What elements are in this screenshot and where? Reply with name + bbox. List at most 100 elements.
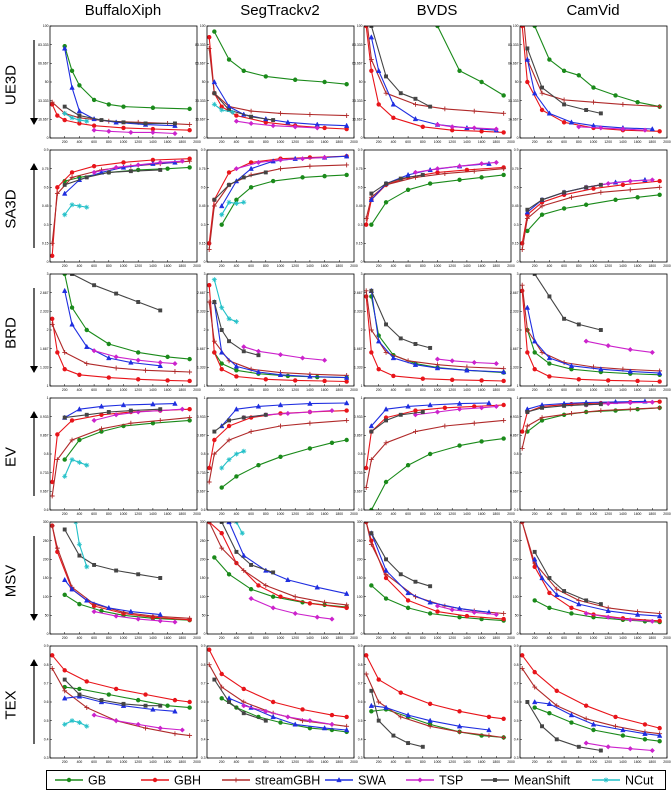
y-tick-label: 1.667 [197, 347, 206, 351]
y-tick-label: 0.45 [199, 204, 206, 208]
y-tick-label: 50 [359, 80, 363, 84]
data-point [405, 605, 411, 611]
data-point [128, 420, 134, 426]
data-point [369, 288, 374, 293]
x-tick-label: 1600 [634, 760, 642, 764]
data-point [241, 703, 247, 709]
data-point [642, 127, 648, 133]
data-point [219, 328, 224, 332]
x-tick-label: 600 [91, 140, 97, 144]
data-point [568, 119, 575, 125]
y-tick-label: 83.333 [38, 43, 48, 47]
panel-sa3d-segtrackv2: 200 400 600 800 1000 1200 1400 1600 1800 2000 0 0.1… [199, 148, 358, 268]
y-tick-label: 0.667 [354, 490, 363, 494]
y-tick-label: 0.933 [354, 415, 363, 419]
x-tick-label: 2000 [507, 264, 515, 268]
data-point [584, 402, 589, 407]
data-point [226, 170, 232, 175]
x-tick-label: 1200 [604, 388, 612, 392]
data-point [657, 178, 662, 184]
data-point [322, 378, 327, 384]
x-tick-label: 200 [376, 388, 382, 392]
data-point [113, 412, 119, 418]
data-point [532, 350, 537, 355]
data-point [583, 610, 589, 617]
data-point [479, 378, 484, 383]
y-tick-label: 0.7 [358, 682, 363, 686]
data-point [212, 300, 217, 304]
x-tick-label: 400 [391, 512, 397, 516]
data-point [172, 697, 178, 703]
data-point [241, 175, 246, 180]
data-point [69, 68, 75, 74]
data-point [321, 725, 328, 731]
data-point [369, 26, 374, 28]
series-line-gbh [51, 525, 190, 621]
data-point [569, 194, 574, 200]
x-tick-label: 1400 [619, 636, 627, 640]
data-point [584, 108, 589, 112]
y-tick-label: 0 [204, 632, 206, 636]
data-point [369, 350, 374, 355]
data-point [391, 115, 396, 121]
data-point [91, 417, 97, 424]
data-point [270, 594, 276, 599]
data-point [620, 726, 626, 733]
y-tick-label: 1 [361, 384, 363, 388]
data-point [218, 349, 225, 355]
y-tick-label: 0.9 [201, 148, 206, 152]
legend-label: SWA [358, 774, 387, 788]
y-tick-label: 0.9 [358, 644, 363, 648]
x-tick-label: 1000 [120, 760, 128, 764]
data-point [207, 34, 212, 40]
data-point [584, 598, 589, 603]
series-line-meanshift [64, 529, 161, 579]
data-point [383, 440, 389, 446]
data-point [106, 341, 112, 347]
series-group [50, 400, 193, 499]
data-point [532, 684, 538, 690]
data-point [344, 172, 349, 178]
x-tick-label: 2000 [350, 140, 358, 144]
data-point [405, 598, 411, 603]
series-line-ncut [221, 450, 244, 469]
x-tick-label: 600 [405, 512, 411, 516]
data-point [343, 590, 350, 596]
data-point [546, 354, 553, 361]
data-point [368, 457, 374, 462]
data-point [292, 610, 298, 617]
series-group [50, 156, 193, 258]
series-group [520, 274, 663, 384]
plot-frame [519, 521, 668, 635]
y-tick-label: 1 [361, 396, 363, 400]
plot-frame [206, 521, 355, 635]
data-point [314, 614, 320, 620]
data-point [172, 619, 178, 625]
data-point [383, 479, 389, 485]
y-tick-label: 66.667 [352, 62, 362, 66]
data-point [187, 733, 193, 738]
data-point [501, 166, 507, 172]
y-tick-label: 100 [513, 24, 519, 28]
data-point [187, 705, 192, 710]
y-tick-label: 200 [200, 558, 206, 562]
data-point [605, 607, 611, 614]
x-tick-label: 1200 [448, 140, 456, 144]
y-tick-label: 0.6 [201, 186, 206, 190]
data-point [77, 437, 82, 443]
y-tick-label: 0.5 [514, 719, 519, 723]
y-tick-label: 0.867 [197, 434, 206, 438]
x-tick-label: 1400 [306, 264, 314, 268]
data-point [478, 405, 485, 411]
series-line-gbh [51, 318, 190, 382]
data-point [121, 120, 126, 125]
x-tick-label: 400 [391, 140, 397, 144]
y-tick-label: 0.867 [354, 434, 363, 438]
series-line-streamgbh [366, 26, 504, 114]
data-point [413, 408, 418, 413]
data-point [84, 204, 90, 210]
data-point [114, 568, 119, 573]
data-point [605, 180, 611, 187]
data-point [568, 712, 575, 718]
plot-frame [49, 645, 198, 759]
